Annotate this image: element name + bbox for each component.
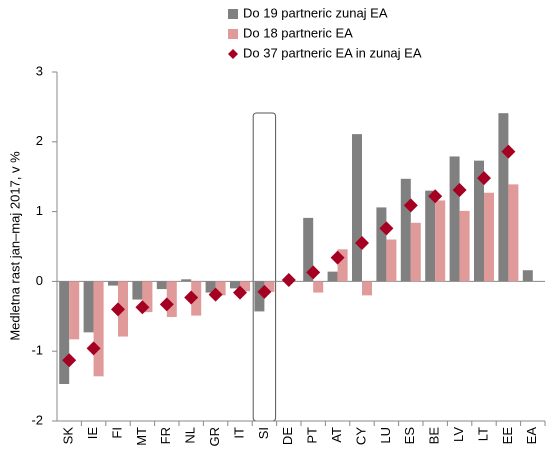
bar	[484, 192, 494, 282]
x-tick-label: FR	[158, 427, 173, 444]
legend-label: Do 19 partneric zunaj EA	[243, 5, 388, 20]
bar	[449, 156, 460, 282]
bar	[522, 270, 533, 282]
bar	[69, 281, 80, 340]
x-tick-label: AT	[329, 427, 344, 443]
bar	[93, 281, 104, 377]
diamond-marker	[306, 265, 321, 280]
y-tick-label: -1	[31, 343, 43, 358]
x-tick-label: PT	[305, 427, 320, 444]
diamond-marker	[281, 273, 296, 288]
bar	[59, 281, 70, 385]
x-tick-label: ES	[402, 427, 417, 445]
x-tick-label: IT	[231, 427, 246, 439]
bar	[264, 281, 275, 292]
bar	[410, 222, 421, 282]
bar	[313, 281, 324, 293]
bar	[83, 281, 94, 333]
diamond-marker	[379, 221, 394, 236]
diamond-marker	[428, 189, 443, 204]
diamond-marker	[62, 353, 77, 368]
legend-label: Do 18 partneric EA	[243, 25, 353, 40]
legend-marker	[228, 29, 238, 39]
bar	[337, 249, 348, 282]
y-tick-label: 2	[36, 133, 43, 148]
bar	[254, 281, 265, 312]
bar	[181, 279, 192, 282]
bar	[132, 281, 143, 300]
diamond-marker	[257, 284, 272, 299]
x-tick-label: LV	[451, 427, 466, 442]
diamond-marker	[208, 287, 223, 302]
x-tick-label: EA	[524, 427, 539, 445]
diamond-marker	[452, 182, 467, 197]
bar	[459, 210, 470, 282]
y-tick-label: 0	[36, 273, 43, 288]
x-tick-label: LT	[475, 427, 490, 441]
diamond-marker	[477, 171, 491, 186]
y-tick-label: 1	[36, 203, 43, 218]
bar	[352, 134, 362, 282]
x-tick-label: DE	[280, 427, 295, 445]
diamond-marker	[330, 250, 345, 265]
bar	[205, 281, 216, 293]
diamond-marker	[135, 300, 150, 315]
diamond-marker	[233, 285, 247, 300]
diamond-marker	[355, 236, 369, 251]
bar	[215, 281, 226, 296]
x-tick-label: SK	[61, 427, 76, 445]
diamond-marker	[159, 297, 174, 312]
diamond-marker	[184, 290, 199, 305]
x-tick-label: CY	[353, 427, 368, 445]
y-tick-label: -2	[31, 412, 43, 427]
bar	[425, 190, 436, 282]
bar	[303, 217, 314, 282]
x-tick-label: EE	[500, 427, 515, 445]
bar	[435, 200, 446, 282]
diamond-marker	[86, 341, 101, 356]
x-tick-label: MT	[134, 427, 149, 446]
y-axis-label: Medletna rast jan–maj 2017, v %	[7, 151, 22, 341]
bar	[240, 281, 250, 292]
bar	[498, 113, 509, 282]
bar	[156, 281, 167, 290]
bar	[230, 281, 240, 289]
legend-marker	[228, 49, 238, 59]
highlight-box	[252, 112, 277, 422]
bar	[142, 281, 153, 313]
diamond-marker	[403, 198, 418, 213]
bar	[474, 160, 484, 282]
x-tick-label: NL	[183, 427, 198, 444]
bar	[166, 281, 177, 317]
y-tick-label: 3	[36, 63, 43, 78]
x-tick-label: LU	[378, 427, 393, 444]
diamond-marker	[501, 144, 516, 159]
x-tick-label: IE	[85, 427, 100, 440]
bar	[376, 207, 387, 282]
x-tick-label: GR	[207, 427, 222, 447]
bar	[327, 271, 338, 282]
legend-marker	[228, 9, 238, 19]
bar	[400, 178, 411, 282]
x-tick-label: FI	[109, 427, 124, 439]
bar	[386, 239, 397, 282]
x-tick-label: SI	[256, 427, 271, 439]
x-tick-label: BE	[427, 427, 442, 445]
bar	[108, 281, 118, 286]
bar	[508, 184, 519, 282]
bar	[362, 281, 372, 296]
diamond-marker	[111, 302, 125, 317]
legend-label: Do 37 partneric EA in zunaj EA	[243, 45, 422, 60]
